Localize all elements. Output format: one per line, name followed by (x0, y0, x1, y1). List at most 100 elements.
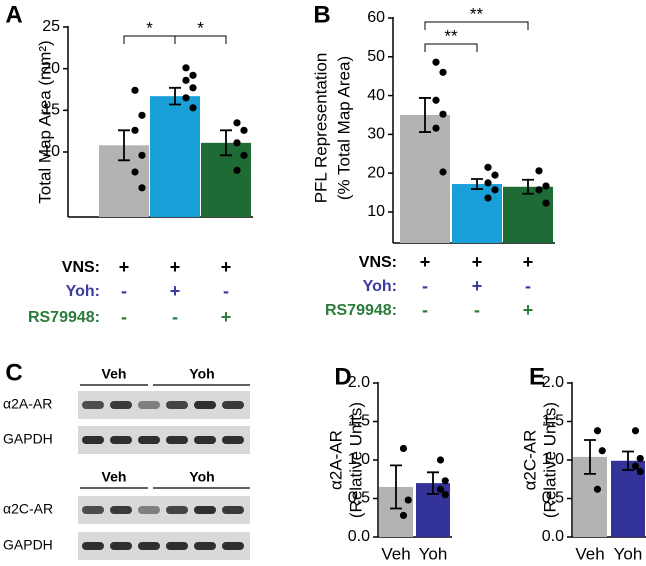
condition-sign: + (221, 257, 232, 277)
panel-label: A (5, 1, 22, 28)
condition-sign: - (121, 307, 127, 327)
condition-sign: + (472, 252, 483, 272)
condition-sign: - (525, 276, 531, 296)
error-bar (522, 178, 534, 195)
bar (503, 186, 553, 243)
blot-band (166, 542, 188, 550)
data-point (182, 64, 190, 72)
bar (150, 96, 200, 217)
data-point (439, 168, 447, 176)
condition-sign: + (523, 252, 534, 272)
y-axis-label: α2A-AR (326, 430, 345, 490)
x-tick-label: Yoh (419, 544, 448, 563)
data-point (404, 496, 412, 504)
lane-label: Veh (102, 366, 127, 382)
data-point (593, 427, 602, 435)
lane-label: Yoh (189, 469, 214, 485)
y-axis-label: Total Map Area (mm²) (35, 40, 54, 203)
data-point (182, 76, 190, 84)
blot-band (222, 542, 244, 550)
data-point (432, 124, 440, 132)
data-point (593, 485, 602, 493)
blot-band (222, 506, 244, 514)
significance-bracket (174, 35, 227, 44)
blot-band (166, 436, 188, 444)
y-tick-label: 15 (42, 102, 60, 119)
data-point (439, 110, 447, 118)
y-tick-label: 1.0 (348, 451, 370, 468)
condition-label: Yoh: (363, 278, 397, 295)
data-point (233, 139, 241, 147)
data-point (491, 186, 499, 194)
x-tick-label: Veh (575, 544, 604, 563)
panel-label: C (5, 359, 22, 386)
data-point (542, 199, 550, 207)
condition-sign: - (422, 300, 428, 320)
data-point (240, 126, 248, 134)
data-point (131, 168, 139, 176)
lane-label: Veh (102, 469, 127, 485)
blot-band (194, 506, 216, 514)
condition-sign: + (170, 257, 181, 277)
y-tick-label: 0.5 (348, 490, 370, 507)
blot-band (166, 401, 188, 409)
blot-band (222, 436, 244, 444)
data-point (399, 511, 408, 520)
y-tick-label: 60 (367, 9, 385, 26)
error-bar (169, 86, 181, 106)
y-tick-label: 20 (367, 164, 385, 181)
blot-strip (78, 496, 250, 524)
y-tick-label: 0.0 (348, 528, 370, 545)
condition-sign: - (223, 281, 229, 301)
data-point (631, 427, 640, 435)
blot-band (222, 401, 244, 409)
blot-band (82, 506, 104, 514)
blot-band (110, 542, 132, 550)
condition-label: RS79948: (325, 302, 397, 319)
blot-band (138, 401, 160, 409)
data-point (131, 86, 139, 94)
blot-band (194, 542, 216, 550)
row-label: GAPDH (3, 431, 53, 447)
blot-band (110, 436, 132, 444)
data-point (436, 456, 445, 464)
condition-sign: + (170, 281, 181, 301)
blot-band (138, 436, 160, 444)
data-point (439, 68, 447, 76)
data-point (631, 462, 640, 470)
y-axis-label: PFL Representation (311, 53, 330, 204)
data-point (535, 167, 543, 175)
y-axis-label: (Relative Units) (540, 402, 559, 518)
row-label: GAPDH (3, 537, 53, 553)
blot-band (82, 542, 104, 550)
data-point (189, 104, 197, 112)
row-label: α2A-AR (3, 396, 52, 412)
lane-label: Yoh (189, 366, 214, 382)
error-bar (419, 97, 431, 133)
data-point (636, 454, 644, 463)
y-tick-label: 1.5 (348, 413, 370, 430)
condition-sign: + (420, 252, 431, 272)
condition-label: VNS: (62, 259, 100, 276)
condition-sign: + (523, 300, 534, 320)
panel-label: E (529, 363, 545, 390)
x-tick-label: Veh (381, 544, 410, 563)
y-tick-label: 0.0 (542, 528, 564, 545)
data-point (491, 171, 499, 179)
blot-band (82, 401, 104, 409)
data-point (138, 184, 146, 192)
significance-label: ** (444, 26, 458, 45)
data-point (399, 444, 408, 453)
blot-band (82, 436, 104, 444)
blot-band (194, 401, 216, 409)
condition-sign: - (121, 281, 127, 301)
condition-sign: + (472, 276, 483, 296)
blot-band (110, 401, 132, 409)
data-point (432, 58, 440, 66)
condition-label: Yoh: (66, 283, 100, 300)
condition-sign: + (221, 307, 232, 327)
error-bar (471, 178, 483, 190)
significance-label: * (146, 18, 153, 37)
significance-bracket (424, 21, 529, 30)
